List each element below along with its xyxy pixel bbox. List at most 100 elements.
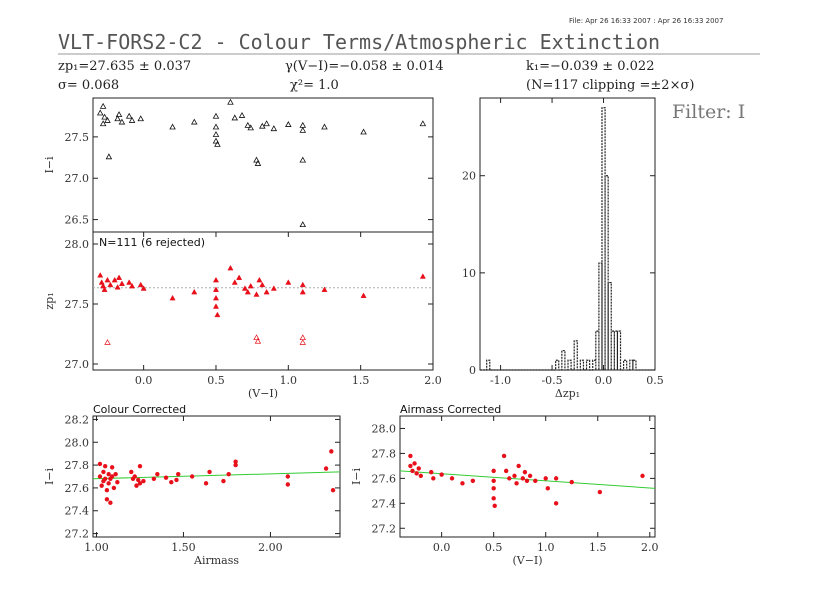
airmass-corrected-ytick-label: 28.0 xyxy=(372,422,397,435)
colour-corrected-point xyxy=(101,469,106,475)
raw-point xyxy=(169,123,176,130)
airmass-corrected-point xyxy=(501,453,507,459)
raw-point xyxy=(137,115,145,122)
zp-xtick-label: 1.0 xyxy=(280,374,298,387)
zp-xtick-label: 2.0 xyxy=(424,374,442,387)
colour-corrected-point xyxy=(109,465,115,470)
raw-point xyxy=(419,120,427,127)
zp-ytick-label: 28.0 xyxy=(65,238,90,251)
zp-point xyxy=(126,279,133,285)
airmass-corrected-point xyxy=(491,496,496,501)
airmass-corrected-frame xyxy=(399,415,656,538)
colour-corrected-point xyxy=(136,477,141,483)
raw-ytick-label: 27.0 xyxy=(65,172,90,185)
raw-point xyxy=(118,118,126,125)
colour-corrected-point xyxy=(285,482,291,487)
airmass-corrected-ytick-label: 27.6 xyxy=(372,472,397,485)
airmass-corrected-xtick-label: 1.5 xyxy=(589,541,607,554)
airmass-corrected-point xyxy=(533,478,538,484)
airmass-corrected-point xyxy=(491,486,496,491)
airmass-corrected-point xyxy=(503,468,509,474)
airmass-corrected-xtick-label: 1.0 xyxy=(537,541,555,554)
airmass-corrected-point xyxy=(491,478,496,484)
colour-corrected-point xyxy=(108,500,113,505)
raw-point xyxy=(212,137,220,144)
airmass-corrected-point xyxy=(524,478,530,484)
zp-point xyxy=(137,281,144,288)
zp-point xyxy=(118,280,125,286)
colour-corrected-point xyxy=(233,459,238,464)
raw-point xyxy=(231,114,239,121)
colour-corrected-point xyxy=(141,478,146,484)
plots-layer: 27.527.026.5I−i 28.0 27.5 27.0 0.0 0.5 1.0 1.5 2… xyxy=(43,97,664,567)
plot-colour-corrected: 28.2 28.0 27.8 27.6 27.4 27.21.00 1.50 2.00 Airm… xyxy=(43,403,341,567)
raw-point xyxy=(253,156,260,163)
colour-corrected-point xyxy=(102,464,108,469)
zp-ylabel: zp₁ xyxy=(43,292,56,309)
zp-point xyxy=(321,286,328,292)
colour-corrected-point xyxy=(111,485,117,491)
airmass-corrected-point xyxy=(431,476,436,481)
airmass-corrected-xtick-label: 0.0 xyxy=(433,541,451,554)
raw-point xyxy=(238,111,246,118)
sigma-label: σ= 0.068 xyxy=(58,78,119,93)
raw-point xyxy=(125,112,133,119)
plot-raw: 27.5 27.0 26.5 I−i xyxy=(43,97,434,233)
raw-point xyxy=(104,116,111,123)
airmass-corrected-point xyxy=(414,471,419,476)
nclip-label: (N=117 clipping =±2×σ) xyxy=(526,78,694,93)
zp-xtick-label: 1.5 xyxy=(352,374,370,387)
zp-point xyxy=(231,279,238,285)
airmass-corrected-point xyxy=(460,481,465,486)
airmass-corrected-point xyxy=(543,476,548,481)
raw-point xyxy=(299,126,307,133)
chi2-label: χ²= 1.0 xyxy=(290,78,339,93)
colour-corrected-point xyxy=(99,483,104,488)
zp-ytick-label: 27.0 xyxy=(65,358,90,371)
zp-rejected-point xyxy=(253,334,260,341)
raw-point xyxy=(247,124,254,131)
airmass-corrected-point xyxy=(520,476,526,481)
colour-corrected-point xyxy=(330,487,336,493)
zp-point xyxy=(107,281,114,288)
raw-point xyxy=(190,118,198,125)
zp-point xyxy=(360,292,367,298)
airmass-corrected-point xyxy=(597,489,603,495)
zp-rejected-point xyxy=(299,334,306,341)
airmass-corrected-point xyxy=(439,472,444,477)
colour-corrected-point xyxy=(109,474,115,479)
zp-point xyxy=(247,282,254,289)
airmass-corrected-point xyxy=(412,461,417,466)
airmass-corrected-point xyxy=(516,463,521,469)
zp-point xyxy=(299,288,306,295)
colour-corrected-point xyxy=(134,483,139,488)
airmass-corrected-point xyxy=(492,503,497,509)
colour-corrected-point xyxy=(97,474,103,479)
filter-label: Filter: I xyxy=(672,101,745,123)
airmass-corrected-point xyxy=(569,479,574,485)
colour-corrected-point xyxy=(226,472,231,477)
airmass-corrected-xlabel: (V−I) xyxy=(512,554,542,567)
colour-corrected-point xyxy=(323,466,329,471)
hist-frame xyxy=(479,97,656,371)
raw-point xyxy=(299,221,307,228)
zp-xtick-label: 0.5 xyxy=(207,374,225,387)
colour-corrected-title: Colour Corrected xyxy=(93,403,186,416)
colour-corrected-xlabel: Airmass xyxy=(193,554,239,567)
zp-point xyxy=(97,272,104,278)
airmass-corrected-xtick-label: 2.0 xyxy=(641,541,659,554)
zp-point xyxy=(212,286,220,292)
airmass-corrected-point xyxy=(410,468,415,474)
hist-xtick-label: 0.5 xyxy=(646,374,664,387)
raw-point xyxy=(212,123,220,130)
colour-corrected-point xyxy=(329,449,334,454)
colour-corrected-point xyxy=(285,474,291,479)
airmass-corrected-ytick-label: 27.4 xyxy=(372,497,397,510)
figure-title: VLT-FORS2-C2 - Colour Terms/Atmospheric … xyxy=(58,30,660,54)
colour-corrected-xtick-label: 1.50 xyxy=(171,541,196,554)
airmass-corrected-point xyxy=(416,466,421,471)
zp-ytick-label: 27.5 xyxy=(65,298,90,311)
raw-point xyxy=(212,112,220,119)
hist-xtick-label: -1.0 xyxy=(490,374,511,387)
